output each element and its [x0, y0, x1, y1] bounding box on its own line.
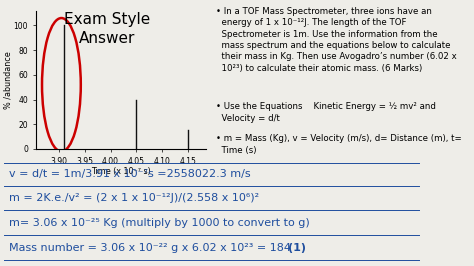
Text: • Use the Equations    Kinetic Energy = ½ mv² and
  Velocity = d/t: • Use the Equations Kinetic Energy = ½ m… [216, 102, 436, 123]
X-axis label: Time (x 10⁻⁷ s): Time (x 10⁻⁷ s) [91, 167, 151, 176]
Text: m= 3.06 x 10⁻²⁵ Kg (multiply by 1000 to convert to g): m= 3.06 x 10⁻²⁵ Kg (multiply by 1000 to … [9, 218, 309, 228]
Text: (1): (1) [288, 243, 306, 253]
Text: Exam Style
Answer: Exam Style Answer [64, 12, 150, 45]
Y-axis label: % /abundance: % /abundance [3, 51, 12, 109]
Text: • m = Mass (Kg), v = Velocity (m/s), d= Distance (m), t=
  Time (s): • m = Mass (Kg), v = Velocity (m/s), d= … [216, 134, 461, 155]
Text: Mass number = 3.06 x 10⁻²² g x 6.02 x 10²³ = 184: Mass number = 3.06 x 10⁻²² g x 6.02 x 10… [9, 243, 294, 253]
Text: m = 2K.e./v² = (2 x 1 x 10⁻¹²J)/(2.558 x 10⁶)²: m = 2K.e./v² = (2 x 1 x 10⁻¹²J)/(2.558 x… [9, 193, 259, 203]
Text: v = d/t = 1m/3.91 x 10⁻⁷s =2558022.3 m/s: v = d/t = 1m/3.91 x 10⁻⁷s =2558022.3 m/s [9, 169, 250, 180]
Text: • In a TOF Mass Spectrometer, three ions have an
  energy of 1 x 10⁻¹²J. The len: • In a TOF Mass Spectrometer, three ions… [216, 7, 456, 73]
